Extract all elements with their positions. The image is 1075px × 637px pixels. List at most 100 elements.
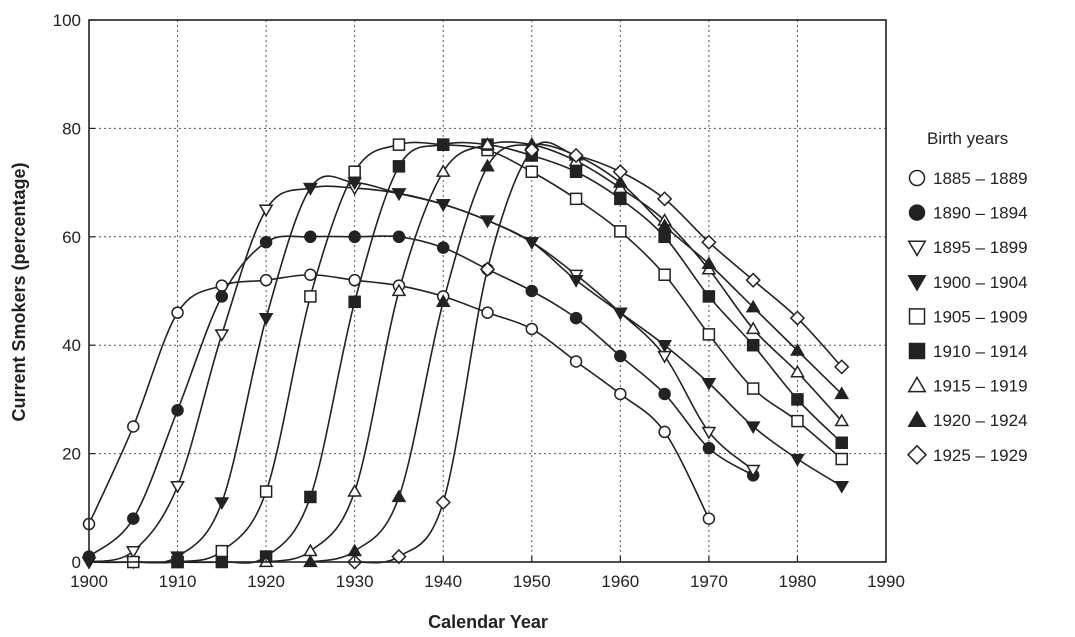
data-point [127,420,140,433]
data-point [746,382,760,395]
data-point [304,268,317,281]
data-point [701,256,717,270]
data-point [391,283,407,297]
legend-marker [907,275,927,292]
x-axis-title: Calendar Year [428,612,548,632]
data-point [215,279,229,292]
x-tick-label: 1910 [159,572,197,591]
data-point [614,192,627,206]
y-tick-label: 40 [62,336,81,355]
data-point [658,425,671,439]
legend-marker [907,375,927,393]
data-point [347,483,363,497]
data-point [392,138,406,151]
data-point [658,230,671,244]
data-point [304,490,317,504]
series-line [88,175,843,564]
data-point [569,311,583,325]
data-point [568,147,584,164]
data-point [215,544,229,558]
y-axis-title: Current Smokers (percentage) [9,162,29,421]
legend-marker [908,204,926,221]
data-point [215,290,229,303]
data-point [701,234,717,250]
data-point [525,165,539,179]
series-line [177,141,843,564]
y-tick-label: 0 [72,553,81,572]
data-point [348,295,361,309]
data-point [834,480,850,494]
series-line [88,185,754,563]
y-tick-label: 100 [53,11,81,30]
plot-frame [88,19,887,563]
data-point [791,414,804,428]
data-point [612,307,628,321]
x-tick-label: 1940 [424,572,462,591]
data-point [214,497,230,510]
legend-marker [908,169,926,187]
data-point [656,191,673,207]
data-point [525,322,539,336]
data-point [701,426,717,440]
data-point [568,275,584,288]
data-point [789,310,806,326]
data-point [612,164,628,180]
series-curves [88,141,843,564]
x-axis-ticks: 1900 1910 1920 1930 1940 1950 1960 1970 1980 1990 [70,556,905,591]
data-point [347,177,363,191]
legend-item: 1925 – 1929 [906,444,1028,465]
legend-item: 1885 – 1889 [908,169,1028,188]
data-point [658,387,671,401]
legend-label: 1910 – 1914 [933,342,1028,361]
series-line [265,141,843,563]
data-point [125,546,141,559]
data-point [657,350,672,364]
data-point [259,273,273,287]
data-point [392,230,406,244]
legend-label: 1890 – 1894 [933,204,1028,223]
legend-item: 1920 – 1924 [907,410,1028,430]
data-point [170,480,185,494]
legend-title: Birth years [927,129,1008,148]
legend-label: 1900 – 1904 [933,273,1028,292]
data-point [258,312,274,326]
data-point [835,436,848,450]
data-point [303,182,318,196]
data-point [304,230,317,244]
data-point [524,142,540,158]
data-point [835,452,848,466]
data-point [525,284,539,298]
legend-item: 1905 – 1909 [908,307,1028,326]
series-line [310,143,843,563]
series-markers [81,137,850,570]
y-tick-label: 60 [62,228,81,247]
data-point [435,294,451,307]
data-point [214,329,230,342]
data-point [790,364,805,378]
data-point [480,158,495,172]
data-point [569,192,583,206]
legend: Birth years 1885 – 1889 1890 – 1894 1895 –… [906,129,1028,465]
legend-label: 1920 – 1924 [933,411,1028,430]
data-point [436,138,450,151]
data-point [391,188,407,201]
data-point [702,290,716,303]
data-point [834,386,850,400]
legend-marker [908,342,926,360]
data-point [745,321,761,335]
data-point [524,237,540,250]
series-line [88,235,754,558]
data-point [480,215,495,229]
x-tick-label: 1960 [601,572,639,591]
data-point [834,413,850,427]
data-point [702,441,716,455]
data-point [745,272,761,288]
data-point [612,175,628,188]
legend-marker [908,308,926,325]
series-line [88,273,710,525]
data-point [259,235,273,249]
data-point [657,340,672,353]
y-tick-label: 20 [62,445,81,464]
data-point [481,306,494,319]
